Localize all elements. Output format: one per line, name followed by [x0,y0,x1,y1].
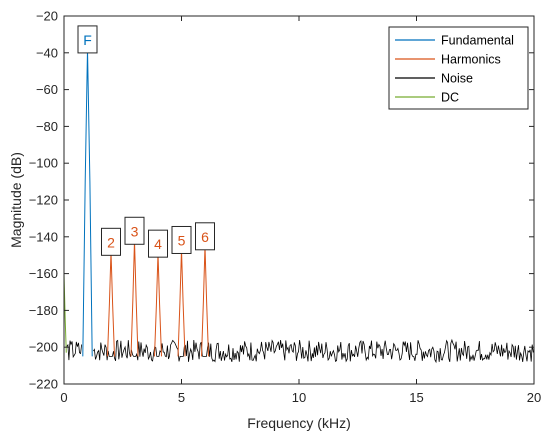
annotation-box [77,25,98,54]
legend-item-noise: Noise [395,72,473,86]
legend-label: Noise [441,72,473,86]
annotation-label: F [83,32,92,48]
y-tick-label: −20 [36,9,58,24]
legend-item-harmonics: Harmonics [395,53,501,67]
legend-box [388,26,529,110]
annotation-box [171,225,192,254]
annotation-box [124,216,145,245]
noise-series-line-low [66,340,82,361]
x-tick-label: 10 [292,390,306,405]
y-tick-label: −140 [29,229,58,244]
annotation-label: 2 [107,234,115,250]
x-tick-label: 20 [527,390,541,405]
peak-annotation-F: F [77,25,98,54]
legend-item-fundamental: Fundamental [395,34,514,48]
y-tick-label: −160 [29,266,58,281]
annotation-box [195,222,215,251]
y-tick-label: −40 [36,45,58,60]
x-tick-label: 15 [409,390,423,405]
peak-annotation-4: 4 [148,229,168,258]
legend-label: Harmonics [441,53,501,67]
x-tick-label: 5 [178,390,185,405]
x-tick-label: 0 [60,390,67,405]
annotation-label: 5 [178,232,186,248]
legend-item-dc: DC [395,91,459,105]
peak-annotation-6: 6 [195,222,215,251]
y-tick-label: −200 [29,340,58,355]
y-tick-label: −220 [29,377,58,392]
x-axis-title: Frequency (kHz) [247,415,350,431]
peak-annotation-5: 5 [171,225,192,254]
y-tick-label: −100 [29,156,58,171]
axes-layer: 0 5 10 15 20 −20 −40 −60 −80 −100 −120 −140 −160 −180… [29,9,542,406]
legend: Fundamental Harmonics Noise DC [388,26,529,110]
peak-annotation-2: 2 [101,227,121,256]
peak-annotation-3: 3 [124,216,145,245]
legend-label: DC [441,91,459,105]
y-tick-label: −80 [36,119,58,134]
y-axis-title: Magnitude (dB) [8,152,24,248]
noise-series-line [93,338,534,364]
annotation-box [101,227,121,256]
annotation-box [148,229,168,258]
annotation-label: 4 [154,236,162,252]
annotation-label: 3 [131,223,139,239]
annotation-layer: F 234 5 6 [77,25,215,258]
y-tick-label: −120 [29,193,58,208]
annotation-label: 6 [201,229,209,245]
legend-label: Fundamental [441,34,514,48]
y-tick-label: −60 [36,82,58,97]
y-tick-label: −180 [29,303,58,318]
